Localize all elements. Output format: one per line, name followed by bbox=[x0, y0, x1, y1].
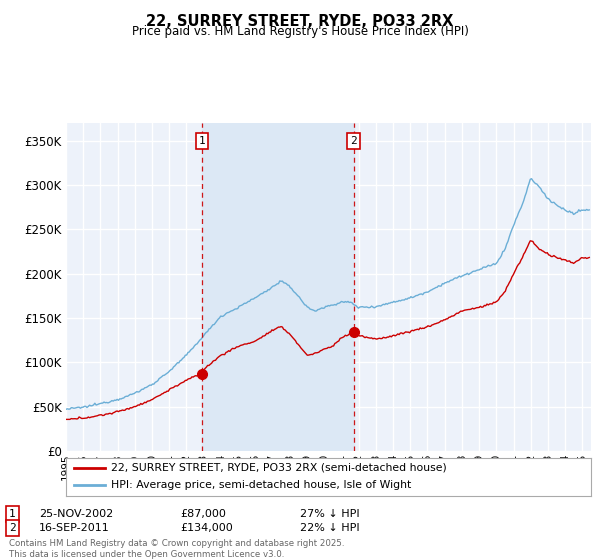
Text: £134,000: £134,000 bbox=[180, 523, 233, 533]
Text: 1: 1 bbox=[9, 509, 16, 519]
Text: 1: 1 bbox=[199, 136, 205, 146]
Text: 25-NOV-2002: 25-NOV-2002 bbox=[39, 509, 113, 519]
Text: 22, SURREY STREET, RYDE, PO33 2RX (semi-detached house): 22, SURREY STREET, RYDE, PO33 2RX (semi-… bbox=[110, 463, 446, 473]
Text: 2: 2 bbox=[9, 523, 16, 533]
Text: 22, SURREY STREET, RYDE, PO33 2RX: 22, SURREY STREET, RYDE, PO33 2RX bbox=[146, 14, 454, 29]
Text: 27% ↓ HPI: 27% ↓ HPI bbox=[300, 509, 359, 519]
Text: £87,000: £87,000 bbox=[180, 509, 226, 519]
Text: Contains HM Land Registry data © Crown copyright and database right 2025.
This d: Contains HM Land Registry data © Crown c… bbox=[9, 539, 344, 559]
Text: 2: 2 bbox=[350, 136, 357, 146]
Text: HPI: Average price, semi-detached house, Isle of Wight: HPI: Average price, semi-detached house,… bbox=[110, 480, 411, 491]
Bar bbox=[202, 123, 353, 451]
Text: 22% ↓ HPI: 22% ↓ HPI bbox=[300, 523, 359, 533]
Text: 16-SEP-2011: 16-SEP-2011 bbox=[39, 523, 110, 533]
Text: Price paid vs. HM Land Registry's House Price Index (HPI): Price paid vs. HM Land Registry's House … bbox=[131, 25, 469, 38]
